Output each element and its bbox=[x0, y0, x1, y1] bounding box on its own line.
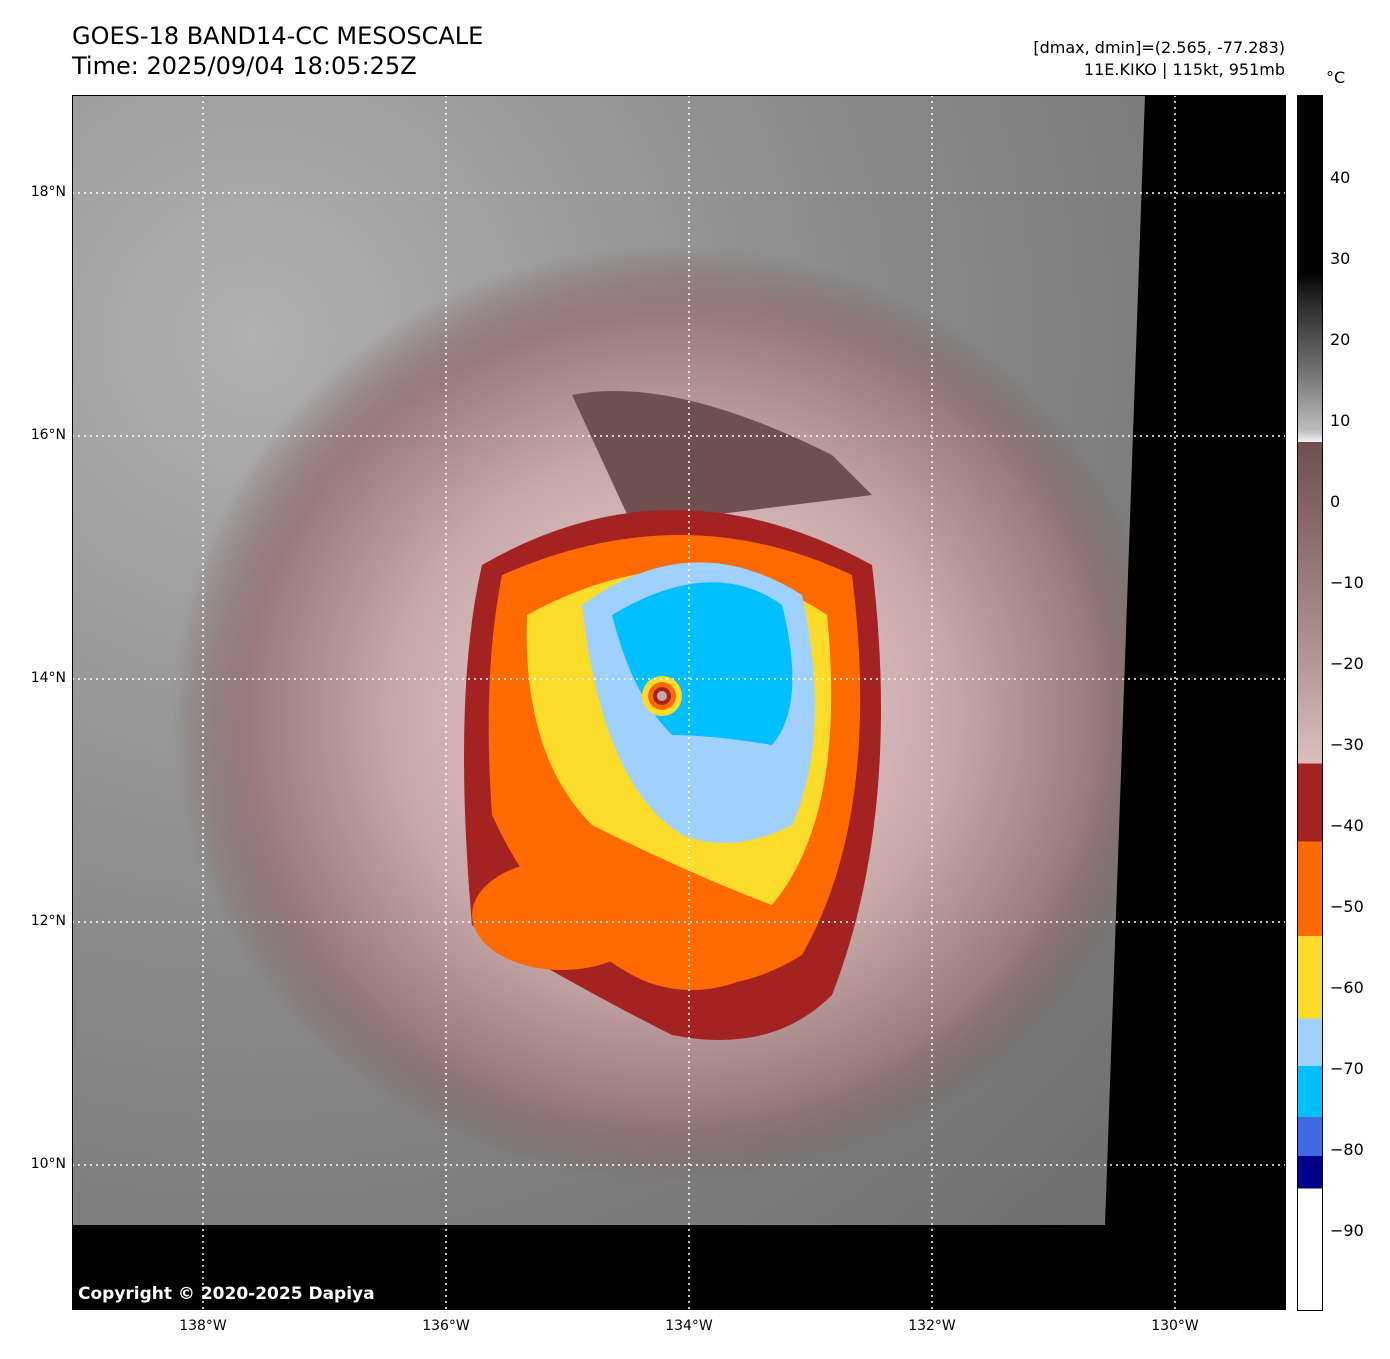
lon-label: 130°W bbox=[1151, 1318, 1199, 1334]
range-text: [dmax, dmin]=(2.565, -77.283) bbox=[1033, 38, 1285, 57]
colorbar-tick: 0 bbox=[1330, 492, 1341, 511]
colorbar-tick: −10 bbox=[1330, 573, 1364, 592]
colorbar-tick: 40 bbox=[1330, 168, 1351, 187]
map-title: GOES-18 BAND14-CC MESOSCALE bbox=[72, 22, 484, 50]
colorbar-unit: °C bbox=[1326, 68, 1346, 87]
colorbar bbox=[1297, 95, 1323, 1311]
colorbar-tick: −60 bbox=[1330, 978, 1364, 997]
colorbar-tick: −40 bbox=[1330, 816, 1364, 835]
lon-label: 134°W bbox=[665, 1318, 713, 1334]
lon-label: 138°W bbox=[179, 1318, 227, 1334]
colorbar-tick: −50 bbox=[1330, 897, 1364, 916]
lat-label: 12°N bbox=[30, 913, 66, 929]
lon-label: 132°W bbox=[908, 1318, 956, 1334]
copyright: Copyright © 2020-2025 Dapiya bbox=[78, 1284, 375, 1304]
colorbar-tick: 20 bbox=[1330, 330, 1351, 349]
lat-label: 16°N bbox=[30, 427, 66, 443]
colorbar-tick: −70 bbox=[1330, 1059, 1364, 1078]
colorbar-tick: −90 bbox=[1330, 1221, 1364, 1240]
colorbar-tick: −30 bbox=[1330, 735, 1364, 754]
storm-info: 11E.KIKO | 115kt, 951mb bbox=[1083, 60, 1285, 79]
colorbar-tick: 10 bbox=[1330, 411, 1351, 430]
colorbar-tick: −20 bbox=[1330, 654, 1364, 673]
lat-label: 10°N bbox=[30, 1156, 66, 1172]
colorbar-tick: 30 bbox=[1330, 249, 1351, 268]
satellite-image bbox=[72, 95, 1286, 1310]
gridlines bbox=[72, 95, 1286, 1310]
lat-label: 14°N bbox=[30, 670, 66, 686]
lat-label: 18°N bbox=[30, 184, 66, 200]
lon-label: 136°W bbox=[422, 1318, 470, 1334]
colorbar-tick: −80 bbox=[1330, 1140, 1364, 1159]
map-time: Time: 2025/09/04 18:05:25Z bbox=[72, 52, 417, 80]
